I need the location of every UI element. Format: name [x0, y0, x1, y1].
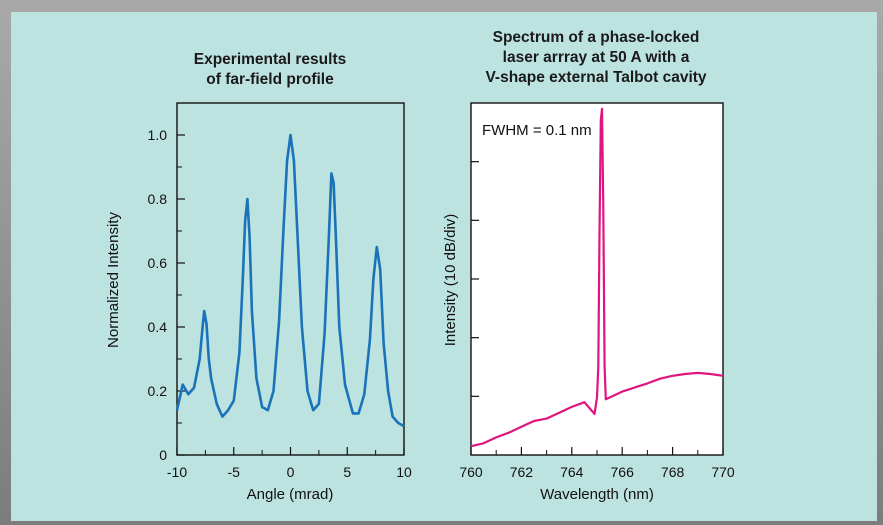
right-chart-title-line-1: Spectrum of a phase-locked — [493, 29, 700, 46]
right-chart: Spectrum of a phase-locked laser arrray … — [442, 29, 735, 503]
left-plot-frame — [176, 102, 405, 456]
left-chart-title-line-2: of far-field profile — [206, 71, 334, 88]
left-y-tick-label: 1.0 — [148, 127, 168, 143]
fwhm-annotation: FWHM = 0.1 nm — [482, 122, 592, 139]
left-chart-title-line-1: Experimental results — [194, 51, 346, 68]
left-y-tick-label: 0 — [159, 447, 167, 463]
right-x-tick-label: 762 — [510, 464, 534, 480]
left-x-tick-label: 0 — [287, 464, 295, 480]
right-x-axis-label: Wavelength (nm) — [540, 486, 654, 503]
left-y-ticks: 0 0.2 0.4 0.6 0.8 1.0 — [148, 127, 185, 463]
right-x-tick-label: 770 — [711, 464, 735, 480]
left-y-tick-label: 0.6 — [148, 255, 168, 271]
left-chart: Experimental results of far-field profil… — [105, 51, 412, 503]
left-x-tick-label: -5 — [228, 464, 241, 480]
figure-panel — [11, 12, 877, 521]
left-y-axis-label: Normalized Intensity — [105, 212, 122, 348]
left-x-tick-label: 5 — [343, 464, 351, 480]
left-series-line — [175, 133, 405, 428]
right-y-ticks — [471, 161, 479, 397]
left-x-tick-label: 10 — [396, 464, 412, 480]
right-y-axis-label: Intensity (10 dB/div) — [442, 214, 459, 347]
right-x-ticks: 760 762 764 766 768 770 — [459, 447, 735, 480]
right-chart-title-line-3: V-shape external Talbot cavity — [485, 69, 706, 86]
right-x-tick-label: 760 — [459, 464, 483, 480]
right-x-tick-label: 764 — [560, 464, 584, 480]
right-x-tick-label: 768 — [661, 464, 685, 480]
left-x-ticks: -10 -5 0 5 10 — [167, 447, 412, 480]
left-y-tick-label: 0.8 — [148, 191, 168, 207]
left-x-axis-label: Angle (mrad) — [247, 486, 334, 503]
left-y-tick-label: 0.2 — [148, 383, 168, 399]
right-series-line — [470, 107, 724, 448]
right-x-tick-label: 766 — [611, 464, 635, 480]
left-x-tick-label: -10 — [167, 464, 187, 480]
left-y-tick-label: 0.4 — [148, 319, 168, 335]
right-chart-title-line-2: laser arrray at 50 A with a — [503, 49, 690, 66]
